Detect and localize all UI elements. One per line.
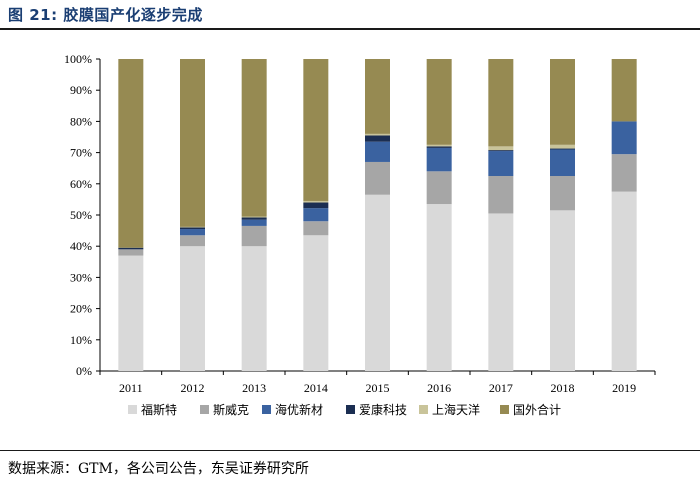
stacked-bar-chart: 0%10%20%30%40%50%60%70%80%90%100% 2011 20… xyxy=(64,52,656,417)
bar-segment-2014-5 xyxy=(303,59,329,201)
legend-label: 海优新材 xyxy=(275,402,323,417)
legend-swatch xyxy=(346,405,355,414)
bar-segment-2019-0 xyxy=(611,191,637,371)
y-tick-label: 40% xyxy=(70,239,92,253)
bar-segment-2018-0 xyxy=(550,210,575,371)
bar-segment-2015-5 xyxy=(365,59,390,134)
bar-segment-2012-5 xyxy=(180,59,205,227)
legend-swatch xyxy=(200,405,209,414)
legend-label: 爱康科技 xyxy=(359,402,407,417)
y-tick-label: 50% xyxy=(70,208,92,222)
y-tick-label: 20% xyxy=(70,302,92,316)
bar-segment-2012-3 xyxy=(180,227,205,230)
bar-segment-2018-2 xyxy=(550,149,575,176)
bar-segment-2016-2 xyxy=(426,147,452,172)
bar-segment-2015-2 xyxy=(365,141,390,162)
chart-bars xyxy=(118,59,637,371)
y-tick-label: 80% xyxy=(70,114,92,128)
legend-label: 上海天洋 xyxy=(432,402,480,417)
y-tick-label: 10% xyxy=(70,333,92,347)
bar-segment-2018-5 xyxy=(550,59,575,145)
legend-label: 福斯特 xyxy=(141,402,177,417)
bar-segment-2011-3 xyxy=(118,247,144,250)
bar-segment-2016-1 xyxy=(426,171,452,205)
bar-segment-2016-0 xyxy=(426,204,452,371)
bar-segment-2011-5 xyxy=(118,59,144,248)
figure-title: 图 21: 胶膜国产化逐步完成 xyxy=(8,6,203,24)
legend-label: 国外合计 xyxy=(513,402,561,417)
bar-segment-2017-2 xyxy=(488,151,514,176)
bar-segment-2017-3 xyxy=(488,150,514,152)
bar-segment-2019-5 xyxy=(611,59,637,122)
bar-segment-2013-2 xyxy=(241,219,267,226)
bar-segment-2015-0 xyxy=(365,194,390,371)
legend-swatch xyxy=(419,405,428,414)
bar-segment-2013-4 xyxy=(241,216,267,218)
x-tick-label: 2015 xyxy=(366,381,390,395)
bar-segment-2015-1 xyxy=(365,161,390,195)
bar-segment-2017-5 xyxy=(488,59,514,147)
y-tick-label: 30% xyxy=(70,270,92,284)
chart-legend: 福斯特 斯威克 海优新材 爱康科技 上海天洋 国外合计 xyxy=(128,402,561,417)
bar-segment-2017-0 xyxy=(488,213,514,371)
bar-segment-2017-4 xyxy=(488,146,514,151)
bar-segment-2018-3 xyxy=(550,148,575,150)
bar-segment-2016-5 xyxy=(426,59,452,145)
bar-segment-2019-1 xyxy=(611,154,637,192)
x-axis-labels: 2011 2012 2013 2014 2015 2016 2017 2018 2019 xyxy=(119,381,636,395)
bar-segment-2017-1 xyxy=(488,176,514,214)
x-tick-label: 2019 xyxy=(612,381,636,395)
bar-segment-2016-3 xyxy=(426,146,452,148)
y-tick-label: 0% xyxy=(76,364,92,378)
legend-swatch xyxy=(500,405,509,414)
legend-swatch xyxy=(128,405,137,414)
x-tick-label: 2017 xyxy=(489,381,513,395)
bar-segment-2014-3 xyxy=(303,202,329,209)
y-tick-label: 90% xyxy=(70,83,92,97)
bar-segment-2018-1 xyxy=(550,176,575,211)
x-tick-label: 2016 xyxy=(427,381,451,395)
bar-segment-2012-4 xyxy=(180,226,205,228)
bottom-rule xyxy=(0,450,700,451)
x-tick-label: 2013 xyxy=(242,381,266,395)
bar-segment-2013-0 xyxy=(241,246,267,371)
bar-segment-2015-3 xyxy=(365,135,390,142)
top-rule xyxy=(0,28,700,30)
bar-segment-2013-5 xyxy=(241,59,267,217)
bar-segment-2014-0 xyxy=(303,235,329,371)
bar-segment-2012-1 xyxy=(180,235,205,247)
bar-segment-2014-2 xyxy=(303,208,329,222)
y-tick-label: 100% xyxy=(64,52,92,66)
legend-label: 斯威克 xyxy=(213,403,249,417)
bar-segment-2011-1 xyxy=(118,249,144,256)
source-note: 数据来源：GTM，各公司公告，东吴证券研究所 xyxy=(8,461,309,477)
bar-segment-2013-3 xyxy=(241,217,267,220)
bar-segment-2014-1 xyxy=(303,221,329,236)
bar-segment-2012-2 xyxy=(180,229,205,236)
bar-segment-2018-4 xyxy=(550,144,575,149)
bar-segment-2016-4 xyxy=(426,144,452,147)
x-tick-label: 2014 xyxy=(304,381,328,395)
legend-swatch xyxy=(262,405,271,414)
bar-segment-2011-0 xyxy=(118,255,144,371)
bar-segment-2019-2 xyxy=(611,121,637,155)
y-tick-label: 70% xyxy=(70,146,92,160)
y-tick-label: 60% xyxy=(70,177,92,191)
bar-segment-2014-4 xyxy=(303,200,329,203)
x-tick-label: 2011 xyxy=(119,381,143,395)
bar-segment-2012-0 xyxy=(180,246,205,371)
x-tick-label: 2012 xyxy=(181,381,205,395)
bar-segment-2013-1 xyxy=(241,225,267,247)
bar-segment-2015-4 xyxy=(365,133,390,136)
x-tick-label: 2018 xyxy=(551,381,575,395)
